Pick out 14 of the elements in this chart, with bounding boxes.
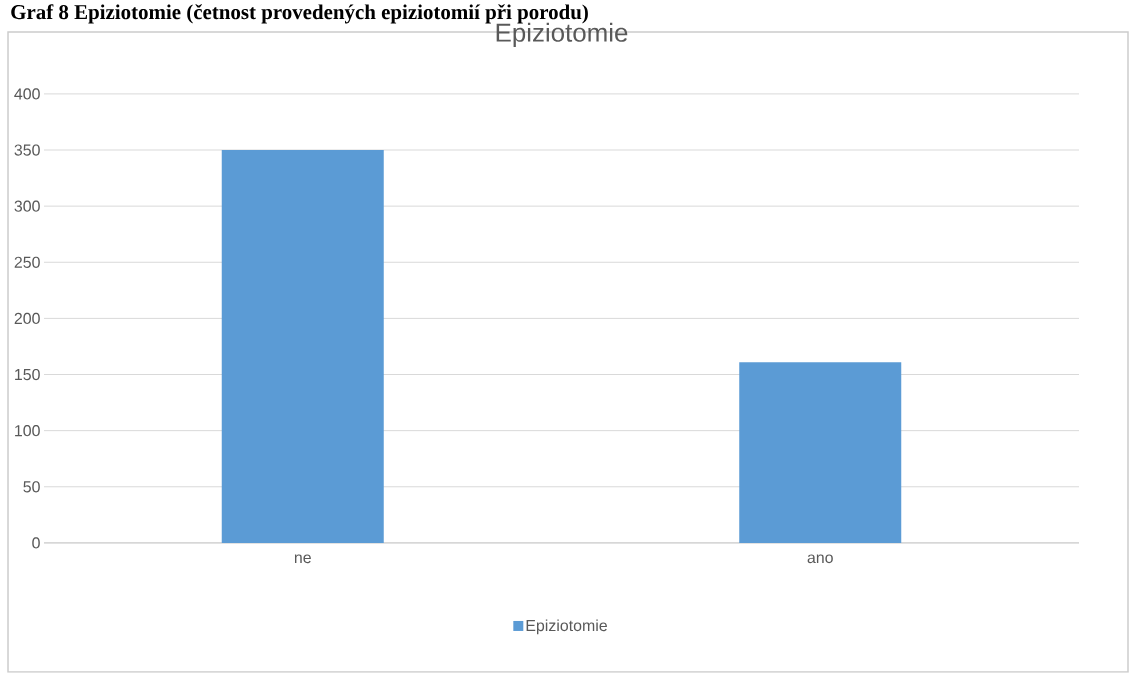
y-tick-label: 300 — [14, 200, 40, 212]
y-tick-label: 200 — [14, 312, 40, 325]
y-tick-label: 50 — [23, 481, 40, 493]
x-tick-label: ne — [294, 554, 311, 564]
y-tick-label: 350 — [14, 144, 40, 156]
legend-label: Epiziotomie — [526, 619, 607, 635]
y-tick-label: 400 — [14, 88, 40, 100]
x-tick-label: ano — [807, 554, 833, 564]
y-tick-label: 100 — [15, 425, 40, 437]
chart-title: Epiziotomie — [496, 22, 628, 48]
text: Graf 8 Epiziotomie (četnost provedených epiziotomií při porodu) — [11, 4, 588, 24]
y-tick-label: 250 — [14, 256, 40, 269]
y-tick-label: 0 — [32, 537, 40, 549]
y-tick-label: 150 — [15, 369, 40, 381]
